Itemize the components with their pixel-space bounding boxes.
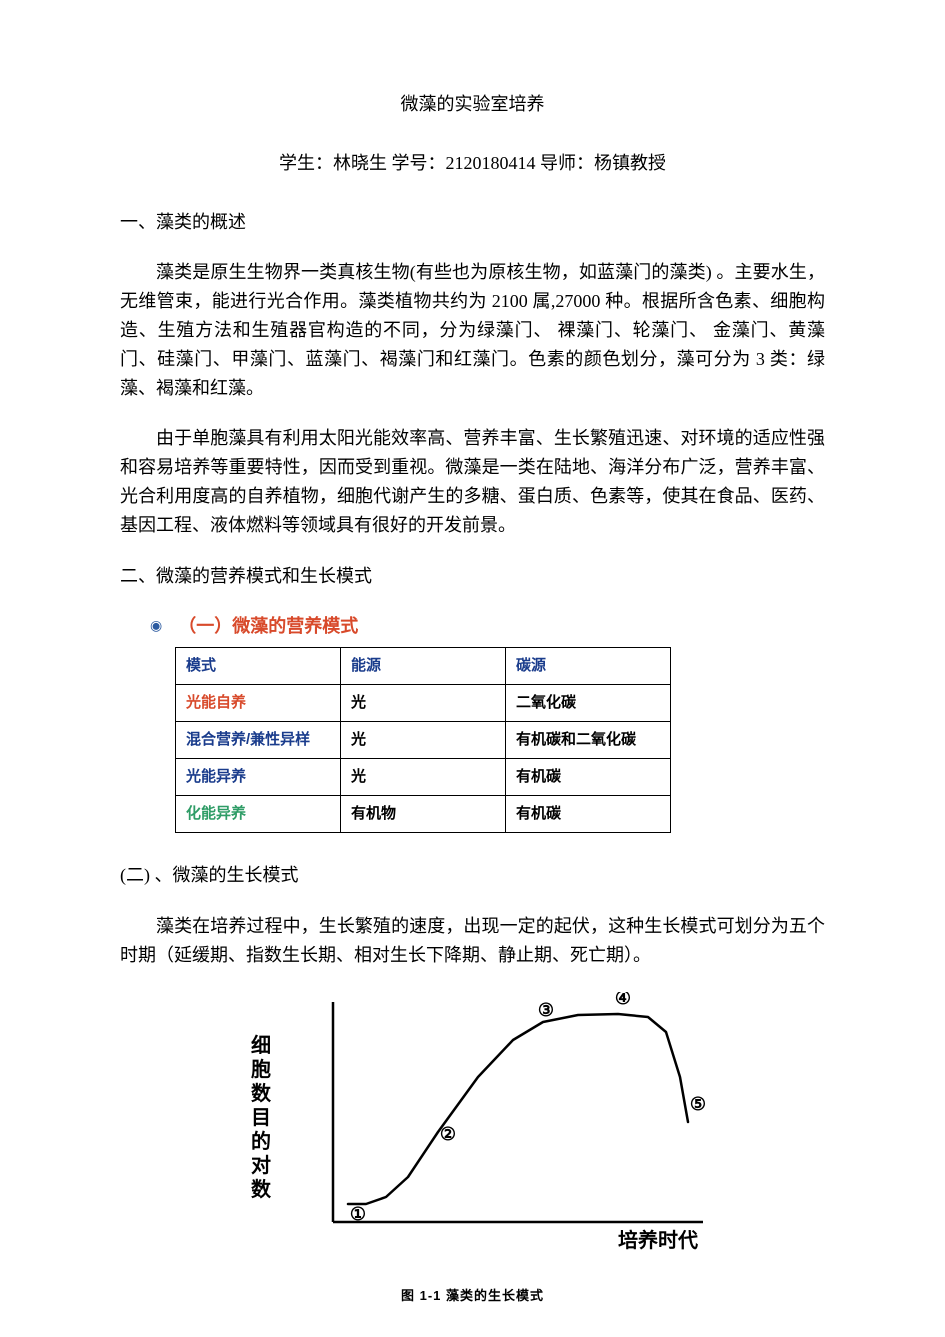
table-cell: 有机碳: [506, 796, 671, 833]
chart-caption: 图 1-1 藻类的生长模式: [120, 1286, 825, 1307]
table-cell: 化能异养: [176, 796, 341, 833]
svg-text:②: ②: [439, 1124, 455, 1144]
growth-chart: 细胞数目的对数 ① ② ③ ④ ⑤ 培养时代: [233, 992, 713, 1282]
table-cell: 有机碳和二氧化碳: [506, 722, 671, 759]
table-row: 混合营养/兼性异样光有机碳和二氧化碳: [176, 722, 671, 759]
subsection2-label: (二) 、微藻的生长模式: [120, 861, 825, 890]
byline: 学生：林晓生 学号：2120180414 导师：杨镇教授: [120, 149, 825, 178]
svg-text:①: ①: [349, 1204, 365, 1224]
table-cell: 光: [341, 685, 506, 722]
table-row: 模式能源碳源: [176, 648, 671, 685]
table-row: 光能自养光二氧化碳: [176, 685, 671, 722]
svg-text:⑤: ⑤: [689, 1094, 705, 1114]
table-cell: 二氧化碳: [506, 685, 671, 722]
table-cell: 光能自养: [176, 685, 341, 722]
table-row: 光能异养光有机碳: [176, 759, 671, 796]
section2-heading: 二、微藻的营养模式和生长模式: [120, 562, 825, 591]
bullet-icon: ◉: [150, 616, 162, 638]
table-cell: 光能异养: [176, 759, 341, 796]
subsection1-row: ◉ （一）微藻的营养模式: [150, 612, 825, 641]
table-cell: 碳源: [506, 648, 671, 685]
subsection1-label: （一）微藻的营养模式: [178, 612, 358, 641]
table-cell: 模式: [176, 648, 341, 685]
table-cell: 有机碳: [506, 759, 671, 796]
table-row: 化能异养有机物有机碳: [176, 796, 671, 833]
table-cell: 光: [341, 759, 506, 796]
y-axis-label: 细胞数目的对数: [251, 1033, 272, 1201]
nutrition-table: 模式能源碳源光能自养光二氧化碳混合营养/兼性异样光有机碳和二氧化碳光能异养光有机…: [175, 647, 671, 833]
table-cell: 能源: [341, 648, 506, 685]
section1-heading: 一、藻类的概述: [120, 208, 825, 237]
svg-text:④: ④: [614, 992, 630, 1008]
svg-text:③: ③: [537, 1000, 553, 1020]
section1-para1: 藻类是原生生物界一类真核生物(有些也为原核生物，如蓝藻门的藻类) 。主要水生，无…: [120, 258, 825, 402]
growth-chart-wrap: 细胞数目的对数 ① ② ③ ④ ⑤ 培养时代: [120, 992, 825, 1282]
table-cell: 混合营养/兼性异样: [176, 722, 341, 759]
section1-para2: 由于单胞藻具有利用太阳光能效率高、营养丰富、生长繁殖迅速、对环境的适应性强和容易…: [120, 424, 825, 539]
document-title: 微藻的实验室培养: [120, 90, 825, 119]
growth-para: 藻类在培养过程中，生长繁殖的速度，出现一定的起伏，这种生长模式可划分为五个时期（…: [120, 912, 825, 970]
table-cell: 光: [341, 722, 506, 759]
table-cell: 有机物: [341, 796, 506, 833]
svg-text:培养时代: 培养时代: [618, 1228, 698, 1252]
